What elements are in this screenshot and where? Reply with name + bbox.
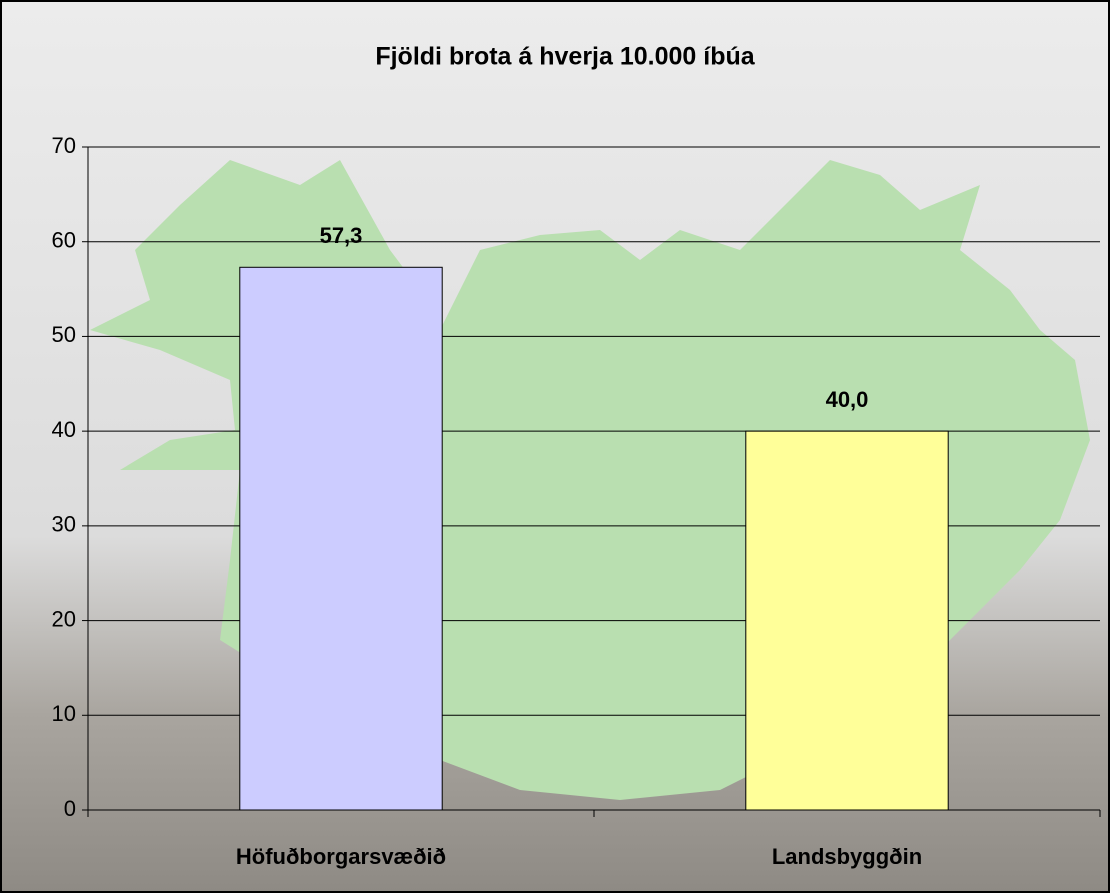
y-tick-label: 40 — [52, 417, 76, 442]
y-tick-label: 70 — [52, 133, 76, 158]
y-tick-label: 50 — [52, 322, 76, 347]
y-tick-label: 0 — [64, 796, 76, 821]
y-tick-label: 20 — [52, 606, 76, 631]
y-tick-label: 30 — [52, 512, 76, 537]
y-tick-label: 10 — [52, 701, 76, 726]
value-label: 57,3 — [320, 223, 363, 248]
value-label: 40,0 — [826, 387, 869, 412]
x-tick-label: Höfuðborgarsvæðið — [236, 844, 446, 869]
bar — [745, 430, 949, 811]
chart-title: Fjöldi brota á hverja 10.000 íbúa — [375, 43, 755, 71]
bar — [239, 266, 443, 811]
x-tick-label: Landsbyggðin — [772, 844, 922, 869]
y-tick-label: 60 — [52, 228, 76, 253]
